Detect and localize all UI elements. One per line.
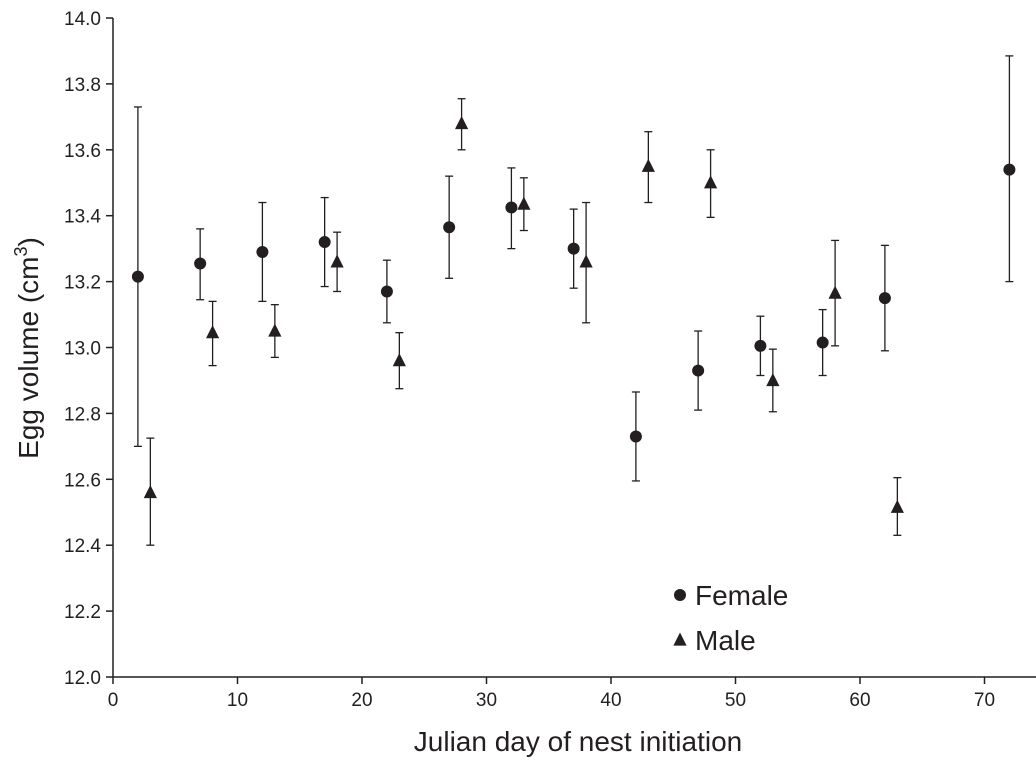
legend-label-male: Male <box>695 625 756 656</box>
x-tick-label: 10 <box>227 690 248 711</box>
data-point-male <box>517 196 531 210</box>
y-tick-label: 12.4 <box>64 536 101 557</box>
data-point-female <box>443 221 456 234</box>
data-point-female <box>629 430 642 443</box>
x-tick-label: 60 <box>849 690 870 711</box>
x-tick-label: 0 <box>108 690 119 711</box>
legend: Female Male <box>673 580 788 656</box>
x-tick-label: 70 <box>974 690 995 711</box>
data-point-female <box>754 339 767 352</box>
series-male <box>143 98 904 546</box>
data-point-male <box>704 175 718 189</box>
y-ticks: 12.0 12.2 12.4 12.6 12.8 13.0 13.2 13.4 13.6 13.8… <box>64 9 113 689</box>
data-point-male <box>828 285 842 299</box>
y-tick-label: 12.0 <box>64 668 101 689</box>
data-point-male <box>766 372 780 387</box>
data-point-female <box>318 236 331 249</box>
y-tick-label: 12.6 <box>64 470 101 491</box>
data-point-female <box>380 285 393 298</box>
x-tick-label: 20 <box>351 690 372 711</box>
axes: 12.0 12.2 12.4 12.6 12.8 13.0 13.2 13.4 13.6 13.8… <box>64 9 1036 711</box>
y-tick-label: 13.0 <box>64 339 101 360</box>
y-tick-label: 13.2 <box>64 273 101 294</box>
x-axis-title: Julian day of nest initiation <box>414 726 742 757</box>
data-point-male <box>579 254 593 268</box>
y-axis-title: Egg volume (cm3) <box>11 237 44 459</box>
y-tick-label: 13.6 <box>64 141 101 162</box>
data-point-male <box>143 484 157 499</box>
legend-item-female: Female <box>674 580 788 611</box>
data-point-female <box>816 336 829 349</box>
y-axis-title-close: ) <box>13 237 44 246</box>
y-tick-label: 14.0 <box>64 9 101 30</box>
y-tick-label: 12.8 <box>64 404 101 425</box>
x-tick-label: 50 <box>725 690 746 711</box>
data-point-male <box>330 254 344 268</box>
data-point-female <box>505 201 518 214</box>
data-point-female <box>1003 163 1016 176</box>
data-point-female <box>194 257 207 270</box>
legend-item-male: Male <box>673 625 756 656</box>
series-female <box>131 55 1016 482</box>
x-tick-label: 30 <box>476 690 497 711</box>
legend-marker-circle <box>674 589 686 601</box>
y-axis-title-main: Egg volume (cm <box>13 257 44 459</box>
y-axis-title-sup: 3 <box>11 247 31 257</box>
data-point-female <box>131 270 144 283</box>
data-point-male <box>206 325 220 339</box>
data-point-female <box>878 292 891 305</box>
legend-marker-triangle <box>673 632 687 646</box>
y-tick-label: 13.4 <box>64 207 101 228</box>
data-point-male <box>392 353 406 367</box>
x-ticks: 0 10 20 30 40 50 60 70 <box>108 677 995 711</box>
plot-area <box>131 55 1016 546</box>
data-point-female <box>567 242 580 255</box>
data-point-male <box>455 115 469 130</box>
y-tick-label: 12.2 <box>64 602 101 623</box>
x-tick-label: 40 <box>600 690 621 711</box>
data-point-male <box>268 323 282 337</box>
data-point-male <box>641 158 655 172</box>
data-point-female <box>692 364 705 377</box>
data-point-female <box>256 245 269 258</box>
y-tick-label: 13.8 <box>64 75 101 96</box>
data-point-male <box>890 499 904 513</box>
legend-label-female: Female <box>695 580 788 611</box>
